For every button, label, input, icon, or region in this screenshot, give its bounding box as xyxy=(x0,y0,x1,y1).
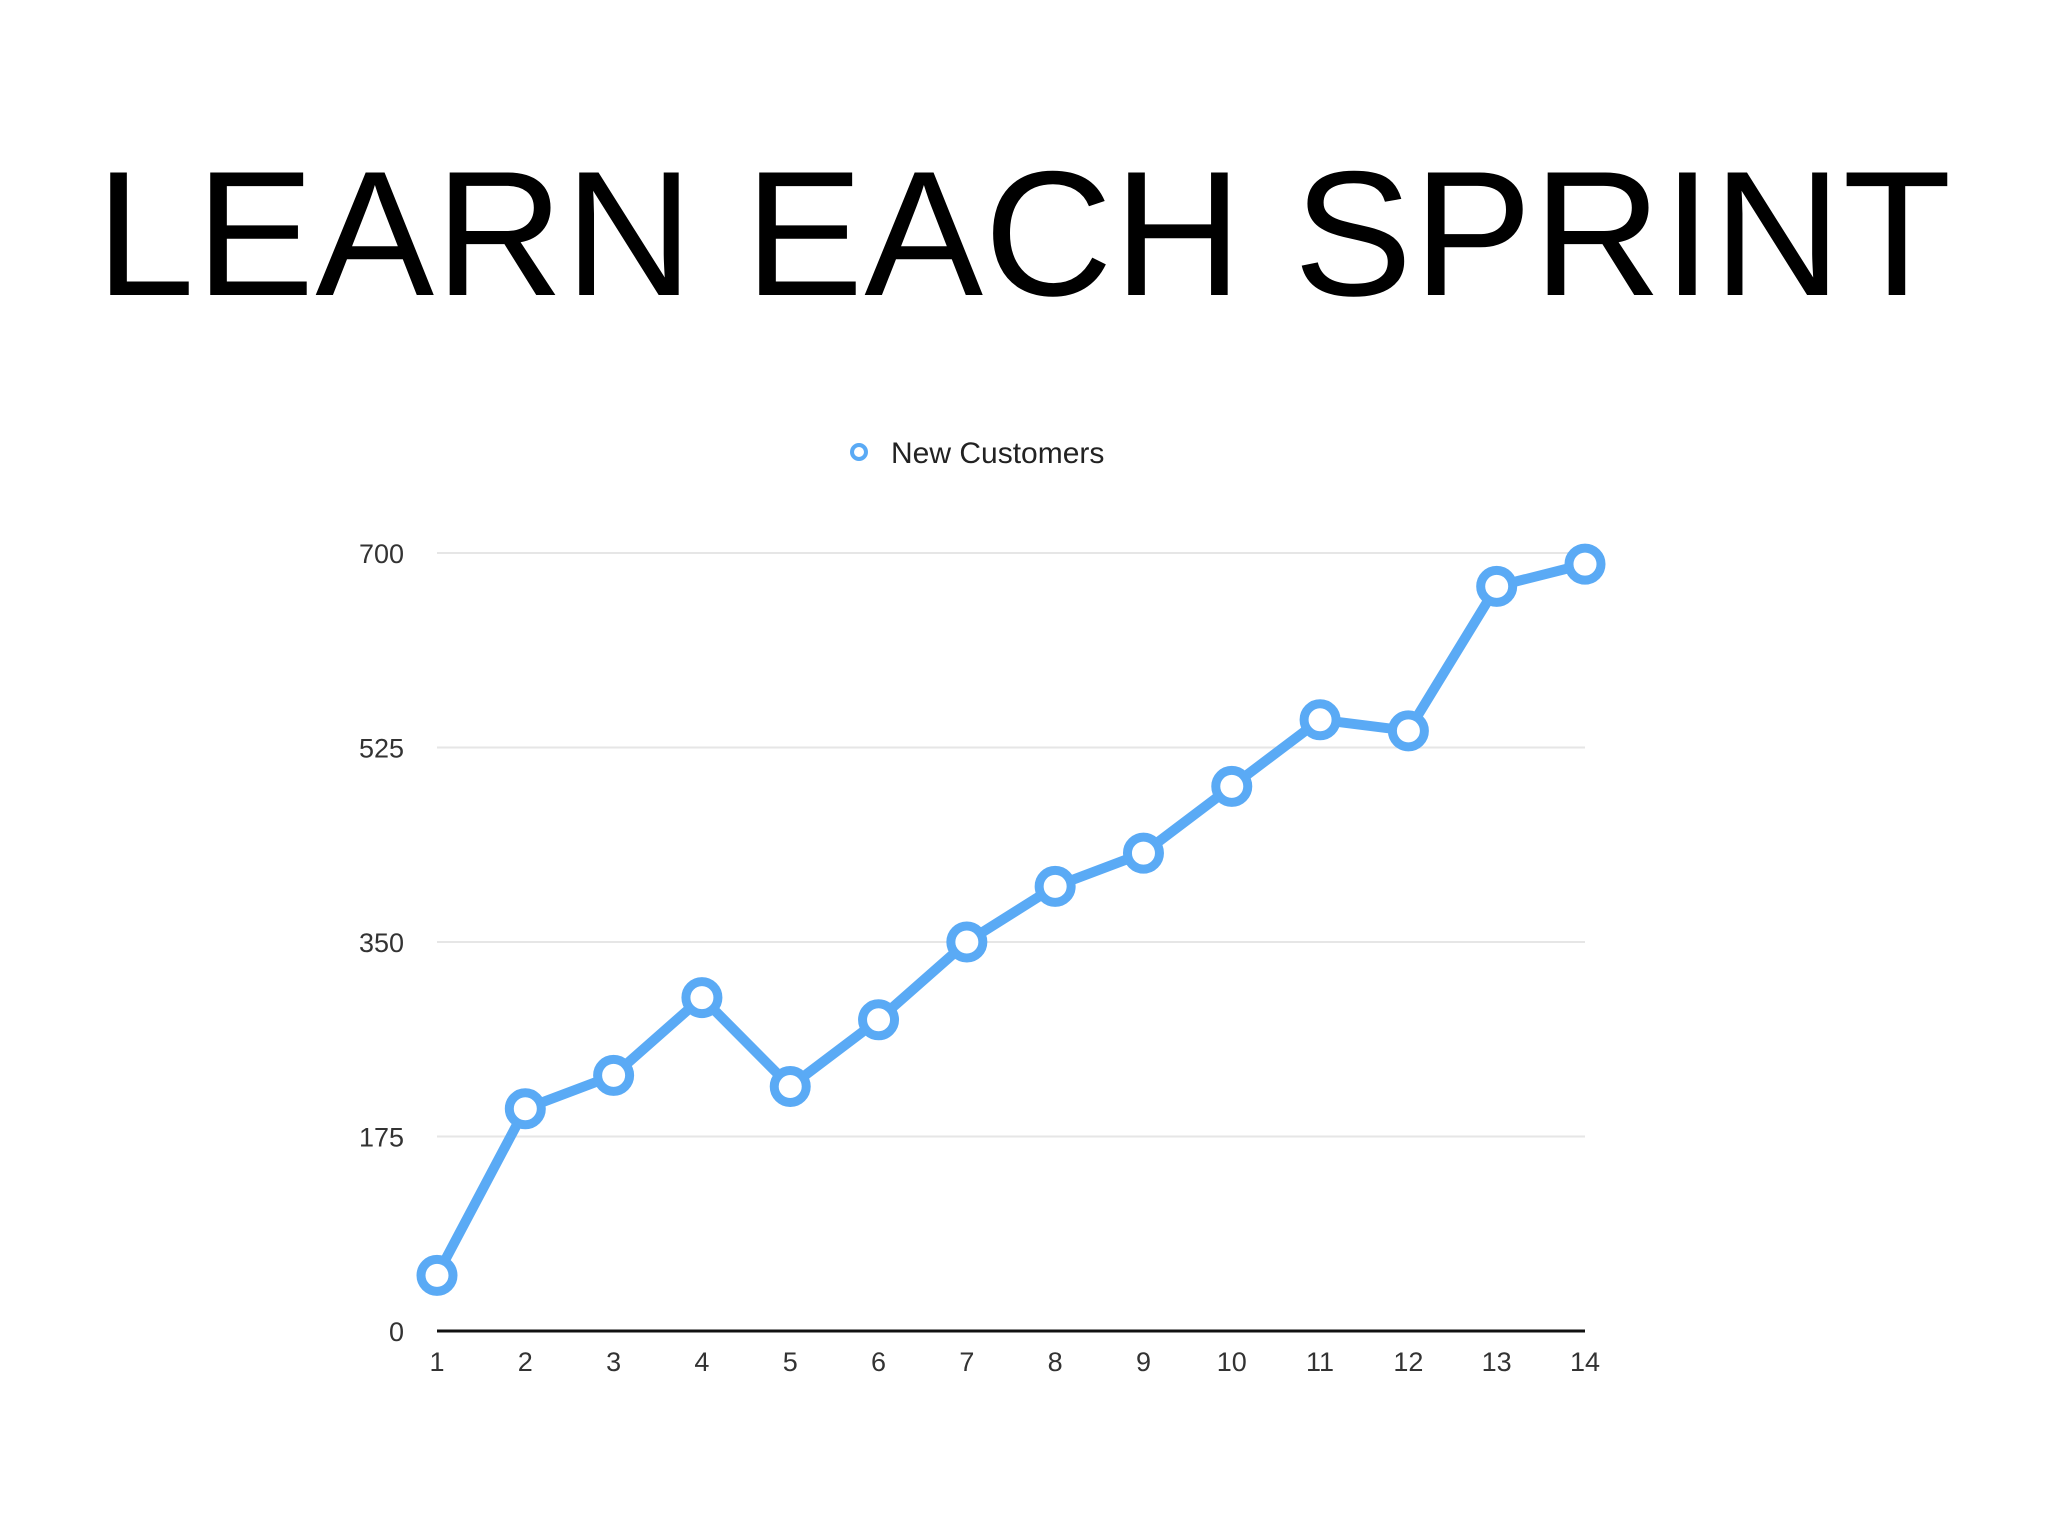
y-tick-label: 350 xyxy=(359,928,404,958)
data-point xyxy=(593,1054,635,1096)
data-point xyxy=(681,977,723,1019)
x-tick-label: 3 xyxy=(606,1347,621,1377)
x-tick-label: 11 xyxy=(1306,1347,1334,1377)
x-tick-label: 12 xyxy=(1393,1347,1423,1377)
x-axis-ticks: 1 2 3 4 5 6 7 8 9 10 11 12 13 14 xyxy=(429,1347,1600,1377)
data-point xyxy=(858,999,900,1041)
x-tick-label: 10 xyxy=(1217,1347,1247,1377)
y-tick-label: 175 xyxy=(359,1123,404,1153)
data-point xyxy=(1034,865,1076,907)
legend-label: New Customers xyxy=(891,437,1104,470)
data-point xyxy=(1476,565,1518,607)
gridlines xyxy=(437,552,1585,1138)
x-tick-label: 2 xyxy=(518,1347,533,1377)
data-point xyxy=(769,1065,811,1107)
y-tick-label: 525 xyxy=(359,734,404,764)
x-tick-label: 9 xyxy=(1136,1347,1151,1377)
legend-marker-icon xyxy=(850,443,868,461)
data-point xyxy=(416,1254,458,1296)
y-tick-label: 0 xyxy=(389,1317,404,1347)
x-tick-label: 8 xyxy=(1048,1347,1063,1377)
series-line xyxy=(432,559,1590,1281)
x-tick-label: 14 xyxy=(1570,1347,1600,1377)
data-point xyxy=(1387,710,1429,752)
x-tick-label: 1 xyxy=(429,1347,444,1377)
x-tick-label: 4 xyxy=(694,1347,709,1377)
x-tick-label: 5 xyxy=(783,1347,798,1377)
data-point xyxy=(504,1088,546,1130)
data-point xyxy=(946,921,988,963)
x-tick-label: 7 xyxy=(959,1347,974,1377)
x-tick-label: 6 xyxy=(871,1347,886,1377)
y-tick-label: 700 xyxy=(359,539,404,569)
data-point xyxy=(1211,765,1253,807)
data-point xyxy=(1299,699,1341,741)
slide-title: LEARN EACH SPRINT xyxy=(95,134,1953,333)
y-axis-ticks: 0 175 350 525 700 xyxy=(359,539,404,1347)
series-new-customers xyxy=(416,543,1606,1296)
x-tick-label: 13 xyxy=(1482,1347,1512,1377)
data-point xyxy=(1564,543,1606,585)
data-point xyxy=(1122,832,1164,874)
legend: New Customers xyxy=(850,437,1104,470)
